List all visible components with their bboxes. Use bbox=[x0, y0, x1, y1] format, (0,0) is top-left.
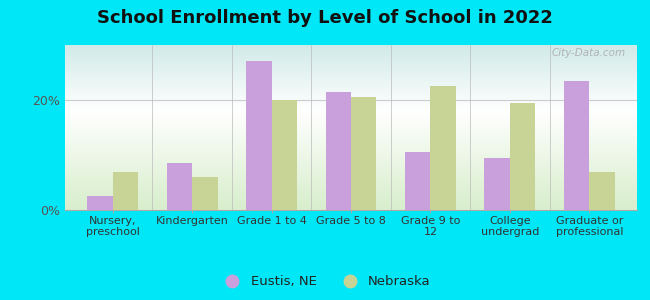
Bar bbox=[405, 152, 430, 210]
Bar bbox=[326, 92, 351, 210]
Legend: Eustis, NE, Nebraska: Eustis, NE, Nebraska bbox=[214, 270, 436, 293]
Bar bbox=[192, 177, 218, 210]
Bar bbox=[510, 103, 536, 210]
Bar bbox=[272, 100, 297, 210]
Bar bbox=[87, 196, 112, 210]
Text: City-Data.com: City-Data.com bbox=[551, 48, 625, 58]
Bar bbox=[351, 97, 376, 210]
Bar bbox=[590, 172, 615, 210]
Bar bbox=[484, 158, 510, 210]
Bar bbox=[246, 61, 272, 210]
Bar bbox=[430, 86, 456, 210]
Bar bbox=[112, 172, 138, 210]
Bar bbox=[564, 81, 590, 210]
Text: School Enrollment by Level of School in 2022: School Enrollment by Level of School in … bbox=[97, 9, 553, 27]
Bar bbox=[166, 163, 192, 210]
